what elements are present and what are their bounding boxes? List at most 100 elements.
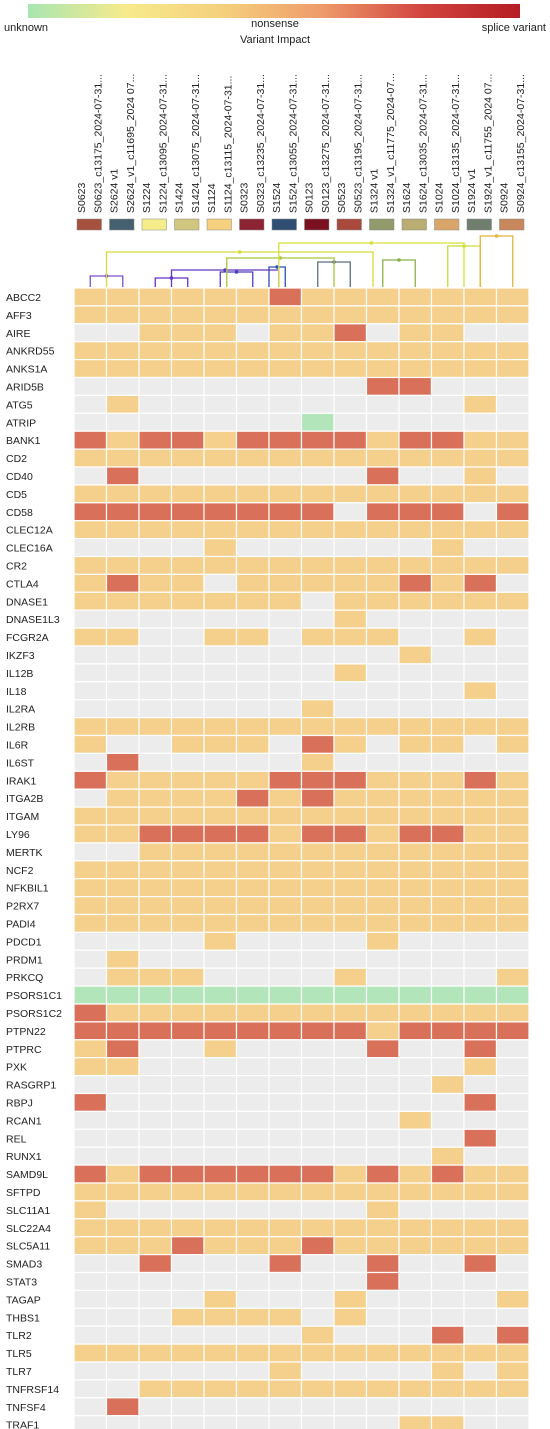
heatmap-cell [495,341,530,361]
heatmap-cell [333,842,368,862]
heatmap-cell [170,770,205,790]
heatmap-cell [398,860,433,880]
heatmap-cell [138,1361,173,1381]
heatmap-cell [495,1039,530,1059]
heatmap-cell [138,663,173,683]
heatmap-cell [138,967,173,987]
heatmap-cell [268,806,303,826]
heatmap-cell [333,1182,368,1202]
heatmap-cell [73,949,108,969]
heatmap-cell [105,466,140,486]
heatmap-cell [138,1271,173,1291]
heatmap-cell [398,842,433,862]
heatmap-cell [463,502,498,522]
heatmap-cell [365,1021,400,1041]
heatmap-cell [463,770,498,790]
heatmap-cell [268,824,303,844]
heatmap-cell [398,806,433,826]
heatmap-cell [73,359,108,379]
heatmap-cell [463,1289,498,1309]
row-label: REL [6,1133,27,1145]
heatmap-cell [463,663,498,683]
heatmap-cell [463,1092,498,1112]
heatmap-cell [105,788,140,808]
heatmap-cell [73,287,108,307]
heatmap-cell [333,1289,368,1309]
heatmap-cell [463,1236,498,1256]
heatmap-cell [398,788,433,808]
heatmap-cell [495,1415,530,1429]
dendrogram-node [275,265,279,269]
heatmap-cell [138,323,173,343]
heatmap-cell [235,1128,270,1148]
heatmap-cell [203,609,238,629]
heatmap-cell [105,287,140,307]
heatmap-cell [268,502,303,522]
heatmap-cell [495,394,530,414]
heatmap-cell [333,1021,368,1041]
heatmap-cell [170,609,205,629]
heatmap-cell [170,502,205,522]
heatmap-cell [365,1182,400,1202]
heatmap-cell [495,591,530,611]
heatmap-cell [430,1057,465,1077]
heatmap-cell [268,591,303,611]
column-header-label: S0523 [336,182,348,213]
heatmap-cell [203,681,238,701]
heatmap-cell [333,788,368,808]
heatmap-cell [170,1289,205,1309]
heatmap-cell [398,1379,433,1399]
heatmap-cell [333,1307,368,1327]
legend-left-label: unknown [4,22,48,34]
heatmap-cell [365,949,400,969]
heatmap-cell [105,681,140,701]
heatmap-cell [300,1146,335,1166]
heatmap-cell [495,1110,530,1130]
heatmap-cell [235,1057,270,1077]
heatmap-cell [203,305,238,325]
heatmap-cell [170,555,205,575]
heatmap-cell [463,699,498,719]
heatmap-cell [73,716,108,737]
row-label: DNASE1L3 [6,614,60,626]
heatmap-cell [300,412,335,432]
heatmap-cell [73,1003,108,1023]
heatmap-cell [203,913,238,933]
heatmap-cell [430,1253,465,1274]
heatmap-cell [365,1074,400,1095]
column-swatch [76,218,102,231]
heatmap-cell [430,842,465,862]
heatmap-cell [170,752,205,772]
heatmap-cell [430,985,465,1005]
heatmap-cell [300,645,335,665]
heatmap-cell [300,359,335,379]
column-header-label: S0623_c13175_2024-07-31... [92,74,104,213]
heatmap-cell [235,1218,270,1238]
heatmap-cell [430,1146,465,1166]
heatmap-cell [170,359,205,379]
heatmap-cell [398,359,433,379]
heatmap-cell [495,1343,530,1363]
heatmap-cell [170,860,205,880]
heatmap-cell [138,1021,173,1041]
heatmap-cell [398,341,433,361]
heatmap-cell [463,913,498,933]
heatmap-cell [495,412,530,432]
row-label: NFKBIL1 [6,883,49,895]
heatmap-cell [268,788,303,808]
heatmap-cell [203,949,238,969]
heatmap-cell [365,1271,400,1291]
column-swatch [466,218,492,231]
heatmap-cell [105,376,140,396]
row-label: RCAN1 [6,1115,42,1127]
heatmap-cell [365,1057,400,1077]
heatmap-cell [430,305,465,325]
column-header-label: S1424 [174,182,186,213]
heatmap-cell [138,1003,173,1023]
heatmap-cell [365,645,400,665]
heatmap-cell [73,1379,108,1399]
heatmap-cell [138,699,173,719]
heatmap-cell [73,376,108,396]
heatmap-cell [73,609,108,629]
heatmap-cell [105,323,140,343]
